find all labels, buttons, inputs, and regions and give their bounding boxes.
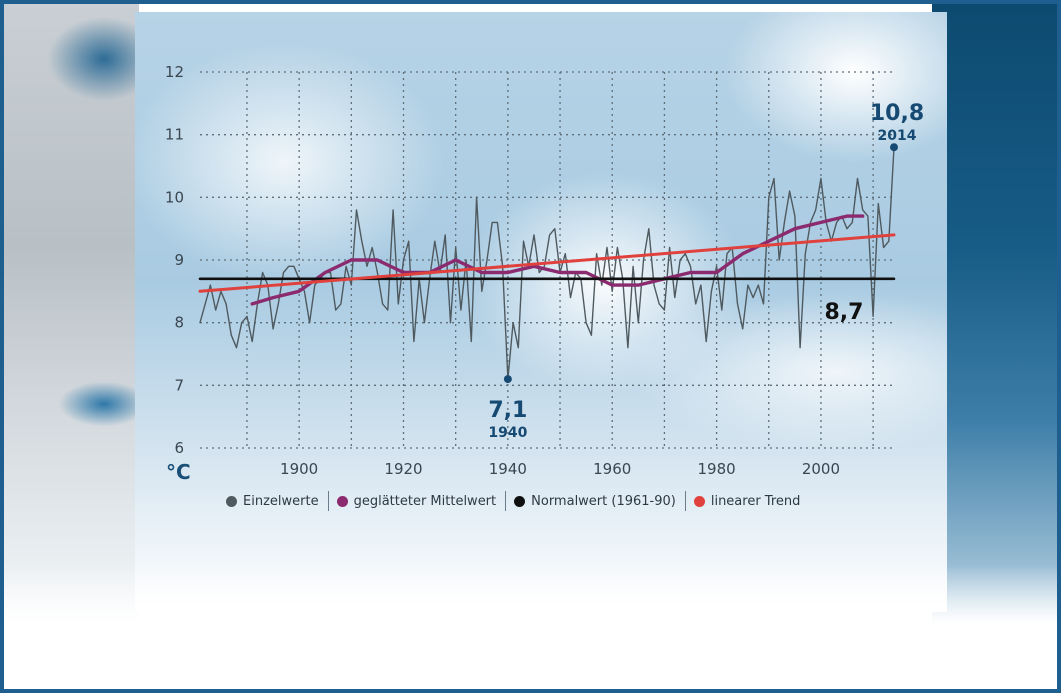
annotation-normal-value: 8,7: [825, 300, 864, 325]
legend-separator: [327, 491, 329, 511]
legend-separator: [505, 491, 507, 511]
legend-marker-mittelwert: [336, 495, 348, 507]
x-tick-label: 1900: [280, 460, 318, 478]
temperature-chart: 6 7 8 9 10 11 12 1900 1920 1940 1960 1980 2000 10,8…: [165, 63, 924, 484]
y-tick-label: 10: [165, 188, 184, 206]
chart-panel-background: [135, 12, 947, 612]
annotation-min-year: 1940: [488, 425, 527, 441]
series-line-trend: [198, 233, 896, 293]
legend-label-normalwert: Normalwert (1961-90): [531, 493, 676, 509]
legend-label-einzelwerte: Einzelwerte: [243, 493, 319, 509]
annotation-min-value: 7,1: [488, 398, 527, 423]
annotation-marker-min: [503, 375, 512, 384]
legend-label-mittelwert: geglätteter Mittelwert: [353, 493, 497, 509]
x-axis-ticks: 1900 1920 1940 1960 1980 2000: [280, 460, 840, 478]
x-tick-label: 1960: [593, 460, 631, 478]
y-tick-label: 12: [165, 63, 184, 81]
y-tick-label: 6: [174, 439, 184, 457]
chart-series: [198, 146, 896, 380]
bottom-cloud-fade: [4, 564, 1057, 689]
legend-item-mittelwert: geglätteter Mittelwert: [336, 493, 497, 509]
chart-grid: [200, 71, 894, 449]
chart-legend: Einzelwerte geglätteter Mittelwert Norma…: [226, 490, 800, 512]
legend-item-einzelwerte: Einzelwerte: [226, 494, 319, 509]
legend-separator: [684, 491, 686, 511]
series-line-mittelwert: [250, 214, 865, 306]
legend-item-normalwert: Normalwert (1961-90): [514, 494, 676, 509]
chart-annotations: 10,8 2014 7,1 1940 8,7: [488, 101, 924, 441]
y-tick-label: 8: [174, 314, 184, 332]
y-axis-ticks: 6 7 8 9 10 11 12: [165, 63, 184, 457]
x-tick-label: 1940: [489, 460, 527, 478]
legend-marker-einzelwerte: [226, 495, 237, 507]
annotation-marker-max: [890, 143, 898, 152]
y-axis-unit-label: °C: [166, 460, 191, 484]
y-tick-label: 7: [174, 376, 184, 394]
y-tick-label: 11: [165, 126, 184, 144]
annotation-max-year: 2014: [878, 128, 917, 144]
x-tick-label: 1920: [384, 460, 422, 478]
y-tick-label: 9: [174, 251, 184, 269]
legend-marker-trend: [693, 495, 705, 507]
legend-label-trend: linearer Trend: [710, 493, 801, 509]
series-line-einzelwerte: [199, 146, 895, 380]
x-tick-label: 1980: [697, 460, 735, 478]
x-tick-label: 2000: [802, 460, 840, 478]
legend-item-trend: linearer Trend: [693, 493, 801, 509]
legend-marker-normalwert: [514, 495, 526, 507]
annotation-max-value: 10,8: [870, 101, 924, 126]
